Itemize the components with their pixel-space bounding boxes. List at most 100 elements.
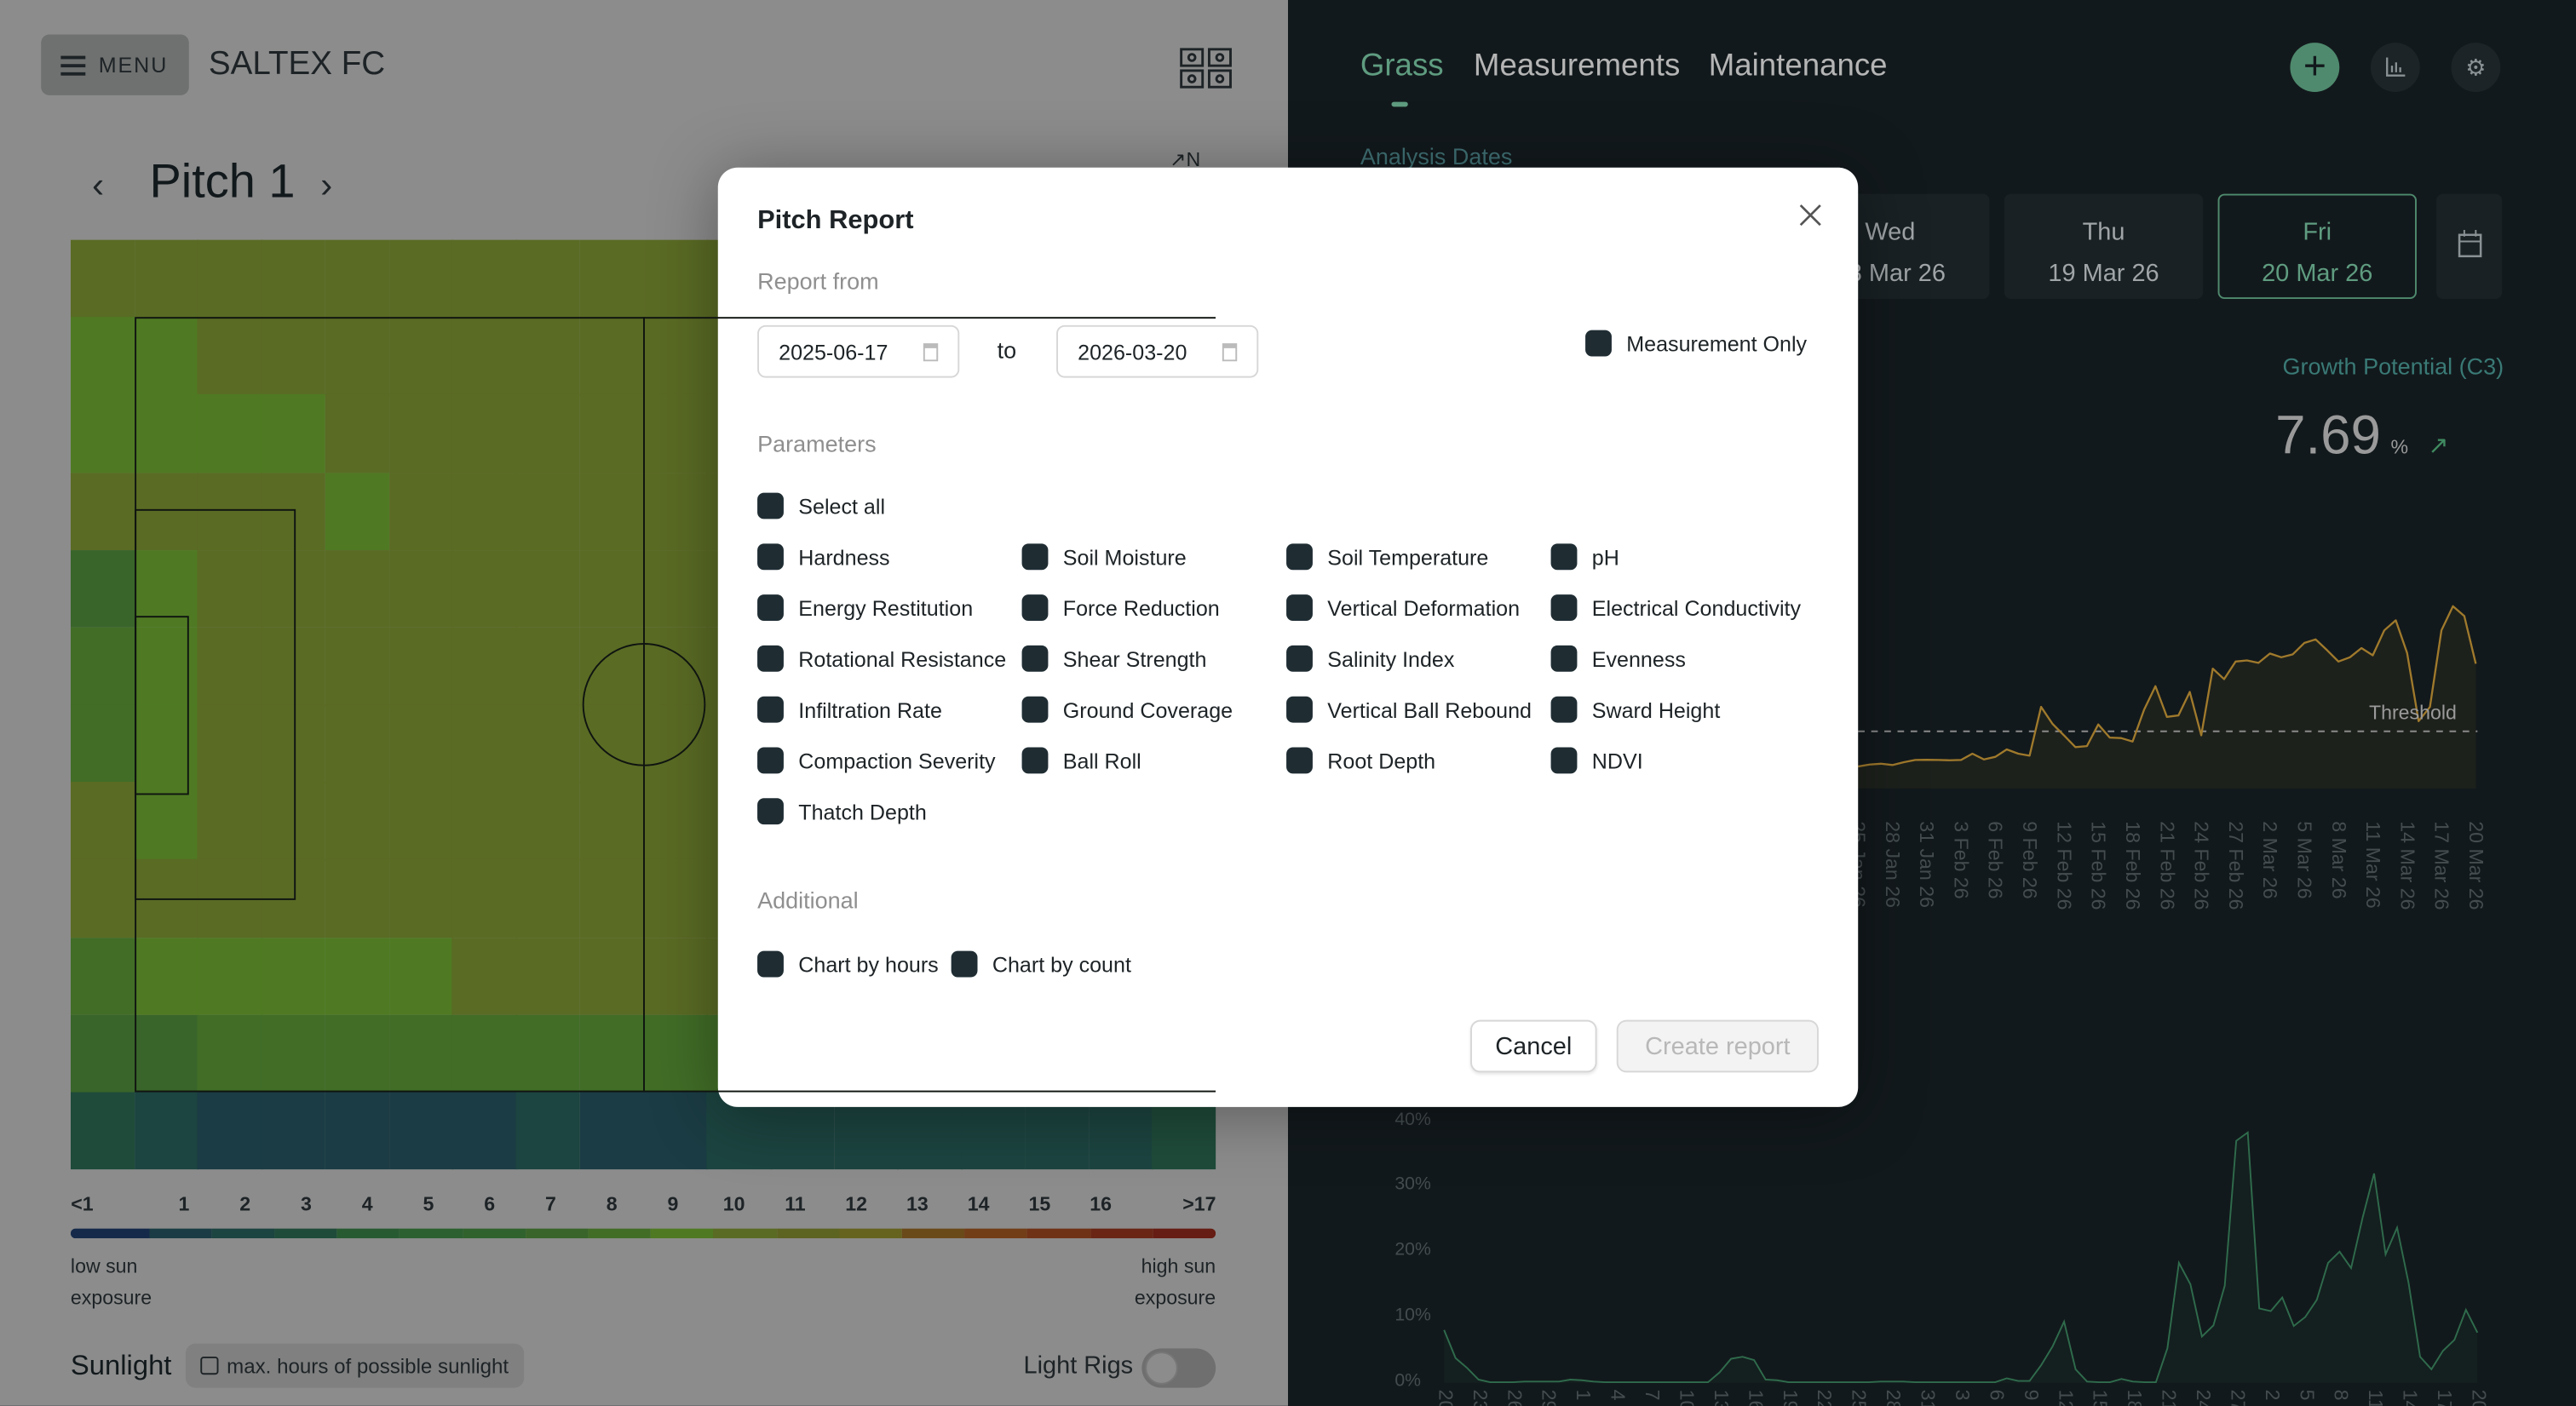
checkbox[interactable] bbox=[757, 950, 784, 978]
checkbox[interactable] bbox=[757, 543, 784, 571]
pitch-grid-icon[interactable] bbox=[1180, 48, 1233, 89]
chart-by-count-checkbox[interactable]: Chart by count bbox=[951, 950, 1131, 978]
parameter-checkbox[interactable]: Ground Coverage bbox=[1021, 696, 1233, 723]
select-all-checkbox[interactable]: Select all bbox=[757, 492, 885, 519]
checkbox[interactable] bbox=[757, 594, 784, 621]
parameter-checkbox[interactable]: Sward Height bbox=[1550, 696, 1720, 723]
heatmap-cell bbox=[643, 704, 708, 783]
date-card-thu[interactable]: Thu 19 Mar 26 bbox=[2004, 193, 2204, 299]
heatmap-cell bbox=[134, 394, 199, 473]
checkbox[interactable] bbox=[1550, 696, 1578, 723]
percent-area bbox=[1444, 1132, 2478, 1383]
parameter-checkbox[interactable]: Vertical Ball Rebound bbox=[1286, 696, 1532, 723]
chart-by-hours-checkbox[interactable]: Chart by hours bbox=[757, 950, 939, 978]
parameter-checkbox[interactable]: Hardness bbox=[757, 543, 890, 571]
measurement-only-checkbox[interactable]: Measurement Only bbox=[1585, 330, 1807, 357]
x-tick-label: 20 Mar 26 bbox=[2464, 821, 2488, 910]
legend-segment bbox=[964, 1228, 1028, 1239]
x-tick-label: 14 Mar bbox=[2399, 1390, 2422, 1406]
checkbox-label: Energy Restitution bbox=[798, 595, 974, 621]
checkbox[interactable] bbox=[1550, 645, 1578, 672]
parameter-checkbox[interactable]: Force Reduction bbox=[1021, 594, 1220, 621]
checkbox[interactable] bbox=[1550, 747, 1578, 774]
heatmap-cell bbox=[70, 549, 135, 628]
settings-button[interactable]: ⚙ bbox=[2451, 43, 2501, 92]
parameter-checkbox[interactable]: Root Depth bbox=[1286, 747, 1435, 774]
checkbox[interactable] bbox=[1021, 696, 1049, 723]
x-tick-label: 1 Jan bbox=[1572, 1390, 1595, 1406]
sunlight-mode-pill[interactable]: max. hours of possible sunlight bbox=[185, 1343, 524, 1388]
parameter-checkbox[interactable]: Infiltration Rate bbox=[757, 696, 942, 723]
checkbox[interactable] bbox=[757, 747, 784, 774]
date-card-day: Wed bbox=[1865, 218, 1916, 247]
heatmap-cell bbox=[70, 394, 135, 473]
parameter-checkbox[interactable]: Shear Strength bbox=[1021, 645, 1206, 672]
checkbox[interactable] bbox=[1021, 645, 1049, 672]
heatmap-cell bbox=[579, 859, 645, 938]
heatmap-cell bbox=[515, 627, 581, 706]
add-button[interactable]: + bbox=[2290, 43, 2340, 92]
checkbox-label: Hardness bbox=[798, 544, 890, 570]
parameter-checkbox[interactable]: NDVI bbox=[1550, 747, 1643, 774]
prev-pitch-button[interactable]: ‹ bbox=[92, 164, 104, 207]
y-tick-label: 40% bbox=[1394, 1110, 1431, 1130]
checkbox[interactable] bbox=[1286, 696, 1313, 723]
calendar-button[interactable] bbox=[2436, 193, 2503, 299]
from-date-input[interactable]: 2025-06-17 bbox=[757, 324, 960, 378]
light-rigs-label: Light Rigs bbox=[1023, 1351, 1134, 1380]
checkbox[interactable] bbox=[1286, 543, 1313, 571]
parameter-checkbox[interactable]: Rotational Resistance bbox=[757, 645, 1006, 672]
close-icon[interactable] bbox=[1799, 204, 1822, 227]
parameter-checkbox[interactable]: Soil Temperature bbox=[1286, 543, 1488, 571]
to-date-input[interactable]: 2026-03-20 bbox=[1056, 324, 1259, 378]
checkbox[interactable] bbox=[1286, 645, 1313, 672]
checkbox[interactable] bbox=[757, 645, 784, 672]
checkbox[interactable] bbox=[951, 950, 978, 978]
parameter-checkbox[interactable]: Compaction Severity bbox=[757, 747, 996, 774]
checkbox[interactable] bbox=[1021, 543, 1049, 571]
tab-maintenance[interactable]: Maintenance bbox=[1708, 49, 1888, 84]
cancel-button[interactable]: Cancel bbox=[1470, 1019, 1597, 1073]
parameter-checkbox[interactable]: Electrical Conductivity bbox=[1550, 594, 1801, 621]
x-tick-label: 12 Feb bbox=[2054, 1390, 2077, 1406]
parameter-checkbox[interactable]: Vertical Deformation bbox=[1286, 594, 1520, 621]
legend-segment bbox=[148, 1228, 212, 1239]
chart-button[interactable] bbox=[2370, 43, 2420, 92]
checkbox[interactable] bbox=[1286, 594, 1313, 621]
checkbox[interactable] bbox=[1550, 543, 1578, 571]
checkbox[interactable] bbox=[1021, 747, 1049, 774]
checkbox[interactable] bbox=[757, 492, 784, 519]
heatmap-cell bbox=[134, 317, 199, 396]
parameter-checkbox[interactable]: Thatch Depth bbox=[757, 798, 927, 825]
menu-button[interactable]: MENU bbox=[41, 34, 189, 95]
legend-segment bbox=[901, 1228, 965, 1239]
checkbox[interactable] bbox=[757, 696, 784, 723]
checkbox[interactable] bbox=[1286, 747, 1313, 774]
y-tick-label: 10% bbox=[1394, 1305, 1431, 1326]
tab-measurements[interactable]: Measurements bbox=[1473, 49, 1681, 84]
parameter-checkbox[interactable]: Soil Moisture bbox=[1021, 543, 1187, 571]
next-pitch-button[interactable]: › bbox=[320, 164, 332, 207]
create-report-button[interactable]: Create report bbox=[1616, 1019, 1819, 1073]
sunlight-heatmap[interactable] bbox=[70, 239, 1216, 1170]
tab-grass[interactable]: Grass bbox=[1360, 49, 1444, 84]
parameter-checkbox[interactable]: Energy Restitution bbox=[757, 594, 973, 621]
date-card-fri[interactable]: Fri 20 Mar 26 bbox=[2217, 193, 2417, 299]
parameter-checkbox[interactable]: pH bbox=[1550, 543, 1619, 571]
penalty-box bbox=[135, 508, 296, 900]
calendar-icon bbox=[2457, 229, 2481, 258]
heatmap-cell bbox=[388, 549, 454, 628]
checkbox-label: Evenness bbox=[1591, 646, 1686, 671]
heatmap-cell bbox=[70, 1014, 135, 1093]
checkbox[interactable] bbox=[757, 798, 784, 825]
heatmap-cell bbox=[451, 782, 517, 861]
parameter-checkbox[interactable]: Evenness bbox=[1550, 645, 1686, 672]
light-rigs-toggle[interactable] bbox=[1141, 1348, 1216, 1388]
parameter-checkbox[interactable]: Ball Roll bbox=[1021, 747, 1141, 774]
checkbox[interactable] bbox=[1585, 330, 1612, 357]
x-tick-label: 15 Feb 26 bbox=[2086, 821, 2110, 910]
heatmap-cell bbox=[451, 1014, 517, 1093]
checkbox[interactable] bbox=[1550, 594, 1578, 621]
parameter-checkbox[interactable]: Salinity Index bbox=[1286, 645, 1454, 672]
checkbox[interactable] bbox=[1021, 594, 1049, 621]
